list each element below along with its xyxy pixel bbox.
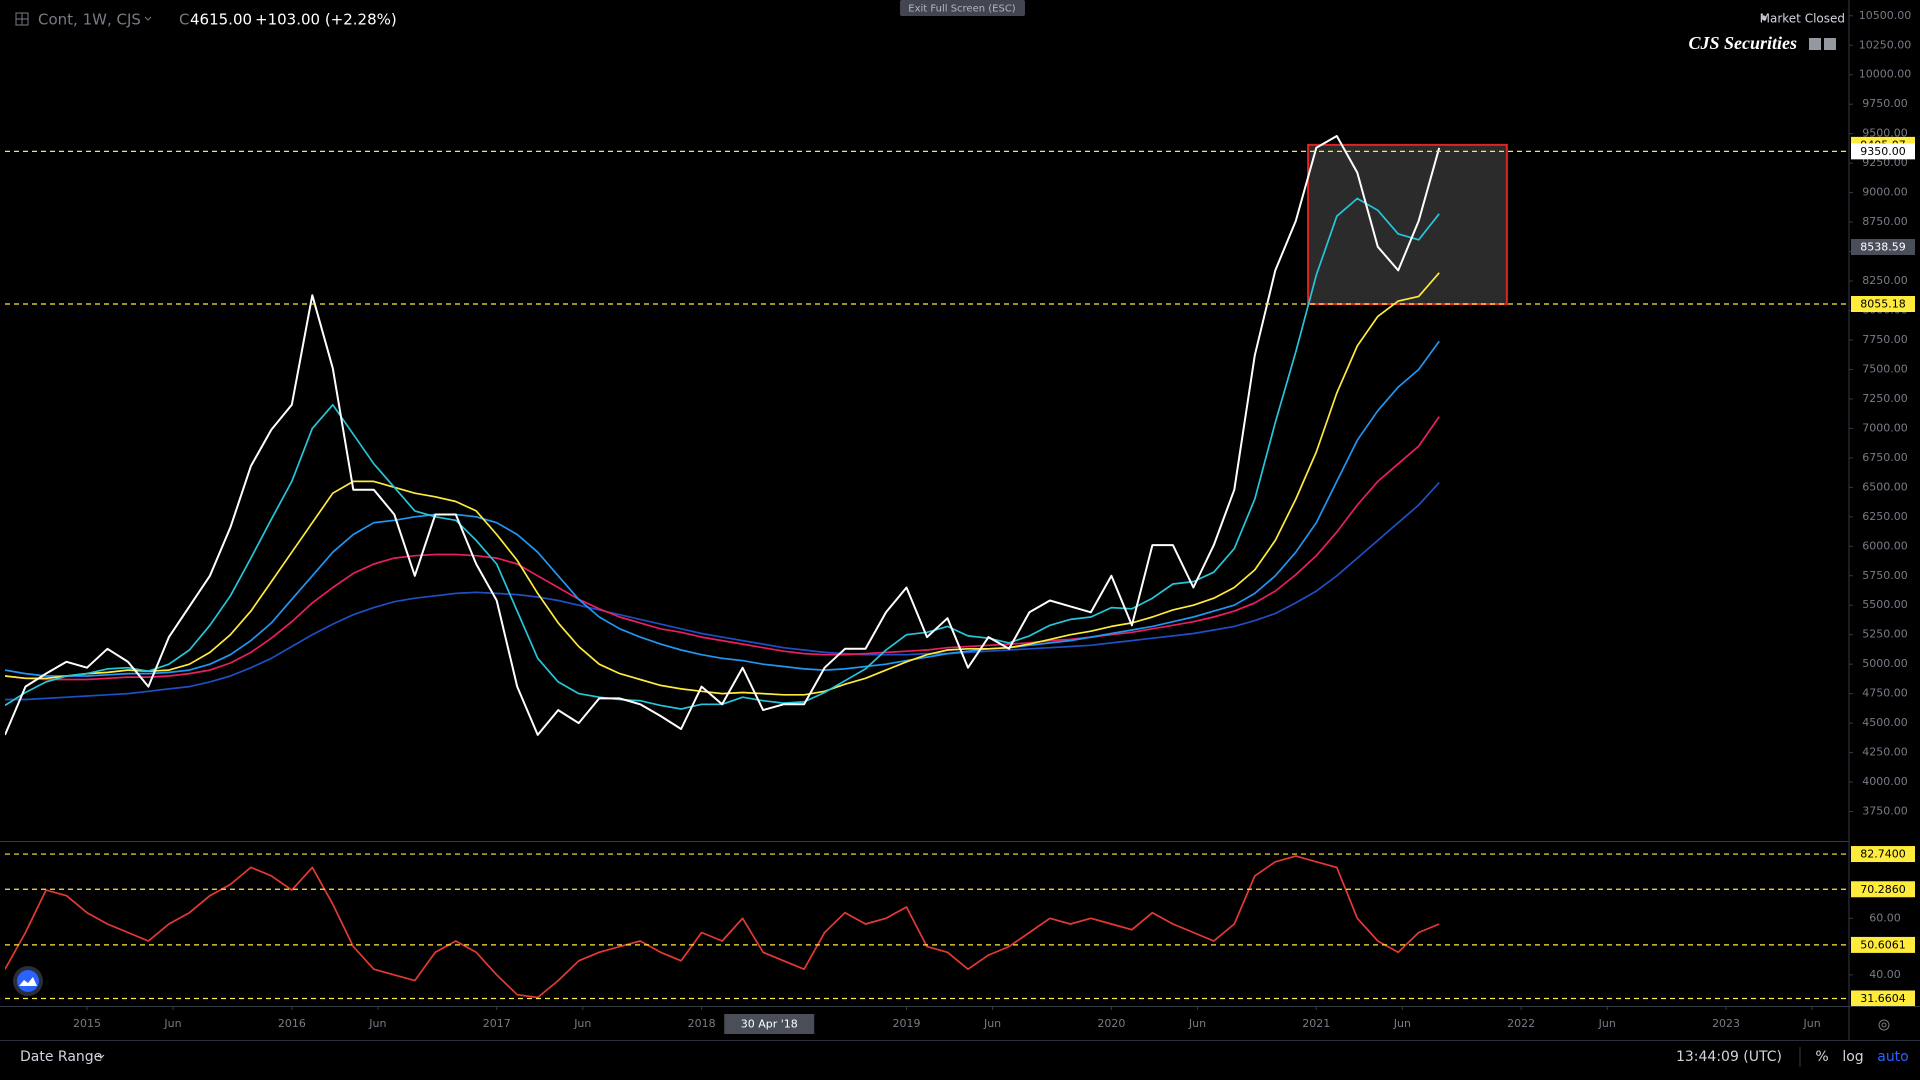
y-tick-label: 6250.00 <box>1862 510 1908 523</box>
price-label: 9350.00 <box>1860 145 1906 158</box>
close-label: C <box>179 11 189 29</box>
price-label-box <box>1851 143 1915 160</box>
y-tick-label: 6000.00 <box>1862 539 1908 552</box>
price-label-box <box>1851 990 1915 1007</box>
y-tick-label: 7750.00 <box>1862 333 1908 346</box>
y-tick-label: 6500.00 <box>1862 480 1908 493</box>
y-tick-label: 10500.00 <box>1859 9 1912 22</box>
price-label-box <box>1851 846 1915 863</box>
y-tick-label: 10000.00 <box>1859 68 1912 81</box>
price-label: 70.2860 <box>1860 883 1906 896</box>
date-range-chevron <box>97 1054 105 1059</box>
y-tick-label: 7250.00 <box>1862 392 1908 405</box>
crosshair-time-label: 30 Apr '18 <box>741 1018 798 1031</box>
x-tick-label: 2022 <box>1507 1017 1535 1030</box>
y-tick-label: 6750.00 <box>1862 451 1908 464</box>
y-tick-label: 8250.00 <box>1862 274 1908 287</box>
menu-icon[interactable] <box>15 12 29 26</box>
date-range[interactable]: Date Range <box>20 1049 102 1065</box>
price-label-box <box>1851 239 1915 256</box>
percent-toggle[interactable]: % <box>1815 1049 1828 1065</box>
y-tick-label: 3750.00 <box>1862 805 1908 818</box>
x-tick-label: 2018 <box>688 1017 716 1030</box>
footer: Date Range 13:44:09 (UTC) % log auto <box>20 1047 1909 1067</box>
y-tick-label: 7000.00 <box>1862 421 1908 434</box>
y-tick-label: 5250.00 <box>1862 628 1908 641</box>
y-tick-label: 4000.00 <box>1862 775 1908 788</box>
y-tick-label: 4500.00 <box>1862 716 1908 729</box>
x-tick-label: Jun <box>983 1017 1001 1030</box>
price-label-box <box>1851 296 1915 313</box>
y-tick-label: 5000.00 <box>1862 657 1908 670</box>
clock: 13:44:09 (UTC) <box>1676 1049 1782 1065</box>
y-tick-label: 9250.00 <box>1862 156 1908 169</box>
price-label: 50.6061 <box>1860 938 1906 951</box>
range-box <box>1307 143 1508 306</box>
x-tick-label: Jun <box>1803 1017 1821 1030</box>
price-label-box <box>1851 881 1915 898</box>
x-tick-label: Jun <box>368 1017 386 1030</box>
x-tick-label: Jun <box>163 1017 181 1030</box>
x-tick-label: Jun <box>573 1017 591 1030</box>
series-line <box>5 135 1441 736</box>
collapse-button[interactable] <box>1809 38 1821 50</box>
series-line <box>5 482 1440 701</box>
y-tick-label: 9000.00 <box>1862 186 1908 199</box>
y-tick-label: 7500.00 <box>1862 362 1908 375</box>
y-tick-label: 9500.00 <box>1862 127 1908 140</box>
exit-fullscreen-button[interactable] <box>900 0 1025 16</box>
auto-toggle[interactable]: auto <box>1877 1049 1909 1065</box>
symbol[interactable]: Cont, 1W, CJS <box>38 11 141 29</box>
y-tick-label: 5500.00 <box>1862 598 1908 611</box>
settings-icon[interactable] <box>1878 1019 1890 1031</box>
x-tick-label: 2020 <box>1097 1017 1125 1030</box>
x-tick-label: 2019 <box>893 1017 921 1030</box>
x-tick-label: 2021 <box>1302 1017 1330 1030</box>
x-tick-label: Jun <box>1393 1017 1411 1030</box>
status-dot <box>1761 15 1767 21</box>
header: Cont, 1W, CJS C 4615.00 +103.00 (+2.28%)… <box>15 0 1845 53</box>
price-label-box <box>1851 936 1915 953</box>
y-tick-label: 4250.00 <box>1862 746 1908 759</box>
series-line <box>5 855 1440 999</box>
exit-fullscreen-label[interactable]: Exit Full Screen (ESC) <box>908 4 1016 15</box>
price-label: 8538.59 <box>1860 241 1906 254</box>
y-tick-label: 10250.00 <box>1859 38 1912 51</box>
market-status: Market Closed <box>1760 12 1845 26</box>
x-tick-label: 2023 <box>1712 1017 1740 1030</box>
x-tick-label: Jun <box>1188 1017 1206 1030</box>
x-tick-label: 2016 <box>278 1017 306 1030</box>
y-tick-label: 60.00 <box>1869 911 1901 924</box>
price-label: 31.6604 <box>1860 992 1906 1005</box>
change-value: +103.00 (+2.28%) <box>255 11 397 29</box>
price-label: 8055.18 <box>1860 298 1906 311</box>
x-tick-label: Jun <box>1598 1017 1616 1030</box>
y-tick-label: 8750.00 <box>1862 215 1908 228</box>
log-toggle[interactable]: log <box>1842 1049 1863 1065</box>
x-tick-label: 2015 <box>73 1017 101 1030</box>
symbol-chevron <box>144 16 152 21</box>
logo <box>13 966 43 996</box>
price-label: 82.7400 <box>1860 848 1906 861</box>
series-line <box>5 340 1440 677</box>
crosshair-time-box <box>724 1014 815 1034</box>
expand-button[interactable] <box>1824 38 1836 50</box>
y-tick-label: 40.00 <box>1869 968 1901 981</box>
y-tick-label: 9750.00 <box>1862 97 1908 110</box>
x-tick-label: 2017 <box>483 1017 511 1030</box>
y-tick-label: 4750.00 <box>1862 687 1908 700</box>
series-line <box>5 272 1440 696</box>
y-tick-label: 5750.00 <box>1862 569 1908 582</box>
close-value: 4615.00 <box>190 11 252 29</box>
series-line <box>5 416 1440 681</box>
brand: CJS Securities <box>1688 33 1797 53</box>
